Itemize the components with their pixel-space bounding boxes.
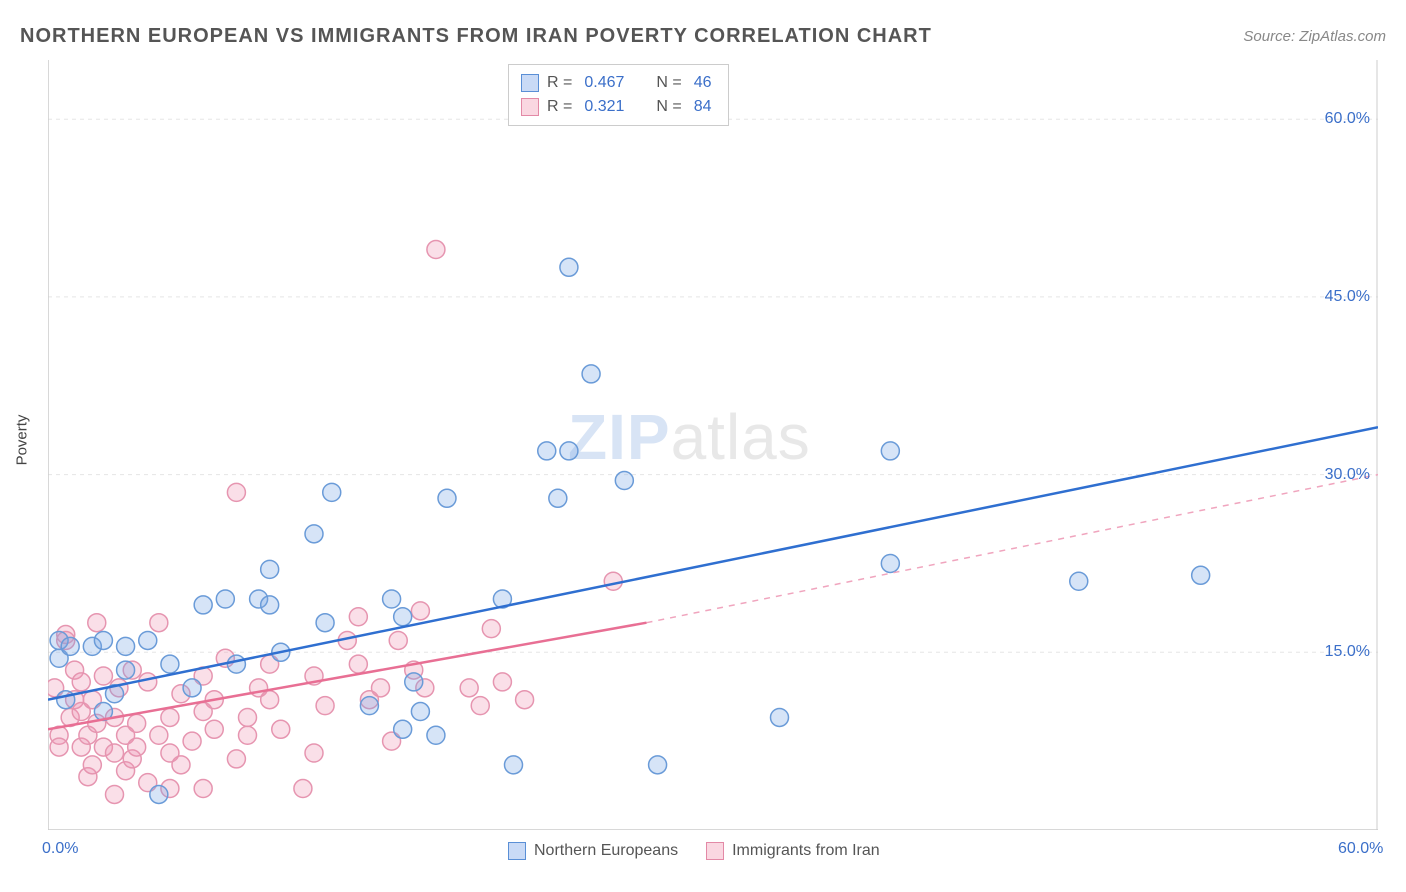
legend-swatch [706, 842, 724, 860]
chart-container: NORTHERN EUROPEAN VS IMMIGRANTS FROM IRA… [0, 0, 1406, 892]
legend-correlation-row: R = 0.321 N = 84 [521, 95, 716, 119]
legend-swatch [521, 74, 539, 92]
y-axis-label: Poverty [14, 415, 31, 466]
x-tick-label: 0.0% [42, 840, 78, 858]
source-label: Source: ZipAtlas.com [1243, 28, 1386, 45]
header-row: NORTHERN EUROPEAN VS IMMIGRANTS FROM IRA… [20, 22, 1386, 50]
legend-series-item: Northern Europeans [508, 842, 678, 860]
legend-series: Northern Europeans Immigrants from Iran [508, 842, 880, 860]
legend-correlation-row: R = 0.467 N = 46 [521, 71, 716, 95]
y-tick-label: 30.0% [1325, 466, 1370, 484]
legend-swatch [508, 842, 526, 860]
y-tick-label: 60.0% [1325, 110, 1370, 128]
legend-correlation: R = 0.467 N = 46 R = 0.321 N = 84 [508, 64, 729, 126]
legend-series-item: Immigrants from Iran [706, 842, 880, 860]
scatter-plot-svg [48, 60, 1378, 830]
x-tick-label: 60.0% [1338, 840, 1383, 858]
chart-title: NORTHERN EUROPEAN VS IMMIGRANTS FROM IRA… [20, 25, 932, 48]
y-tick-label: 45.0% [1325, 288, 1370, 306]
plot-area: ZIPatlas R = 0.467 N = 46 R = 0.321 N = … [48, 60, 1378, 830]
y-tick-label: 15.0% [1325, 643, 1370, 661]
legend-swatch [521, 98, 539, 116]
